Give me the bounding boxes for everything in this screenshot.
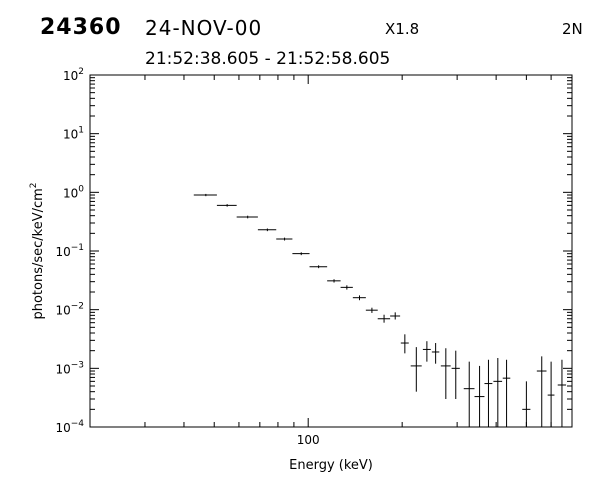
detector-label: 2N xyxy=(562,20,583,38)
plot-frame xyxy=(89,74,573,428)
data-point xyxy=(522,381,531,427)
x-tick-label: 100 xyxy=(297,433,320,447)
y-axis-label: photons/sec/keV/cm2 xyxy=(29,182,46,319)
data-point xyxy=(431,343,440,364)
data-point xyxy=(493,358,503,427)
y-tick-label: 102 xyxy=(63,67,84,83)
x-axis-label: Energy (keV) xyxy=(289,458,373,473)
event-date: 24-NOV-00 xyxy=(145,16,263,40)
y-tick-label: 101 xyxy=(63,126,84,142)
data-point xyxy=(400,334,409,354)
event-id: 24360 xyxy=(40,15,122,40)
y-tick-label: 100 xyxy=(63,184,84,200)
tick-labels: 10−4 10−3 10−2 10−1 100 101 102 100 xyxy=(55,67,319,447)
data-point xyxy=(292,252,310,256)
data-point xyxy=(502,359,511,427)
y-tick-label: 10−1 xyxy=(55,243,84,259)
data-point xyxy=(451,350,460,400)
data-point xyxy=(365,307,378,313)
data-point xyxy=(276,237,293,241)
data-point xyxy=(193,193,217,197)
data-point xyxy=(536,356,547,427)
y-tick-label: 10−2 xyxy=(55,302,84,318)
time-range: 21:52:38.605 - 21:52:58.605 xyxy=(145,49,391,69)
data-point xyxy=(377,314,391,323)
data-point xyxy=(352,295,366,301)
y-tick-label: 10−3 xyxy=(55,360,84,376)
data-point xyxy=(484,359,493,427)
data-point xyxy=(410,347,422,392)
data-point xyxy=(422,341,431,362)
data-point xyxy=(236,215,258,219)
data-point xyxy=(557,359,567,427)
data-point xyxy=(309,265,328,269)
data-points xyxy=(193,193,567,427)
data-point xyxy=(327,279,341,283)
data-point xyxy=(547,361,555,427)
data-point xyxy=(340,285,353,290)
flare-class: X1.8 xyxy=(385,20,420,38)
data-point xyxy=(463,361,475,427)
axis-ticks xyxy=(89,74,573,428)
data-point xyxy=(390,312,401,320)
data-point xyxy=(474,365,485,427)
data-point xyxy=(257,228,277,232)
data-point xyxy=(440,348,451,400)
y-tick-label: 10−4 xyxy=(55,419,84,435)
data-point xyxy=(216,204,237,207)
